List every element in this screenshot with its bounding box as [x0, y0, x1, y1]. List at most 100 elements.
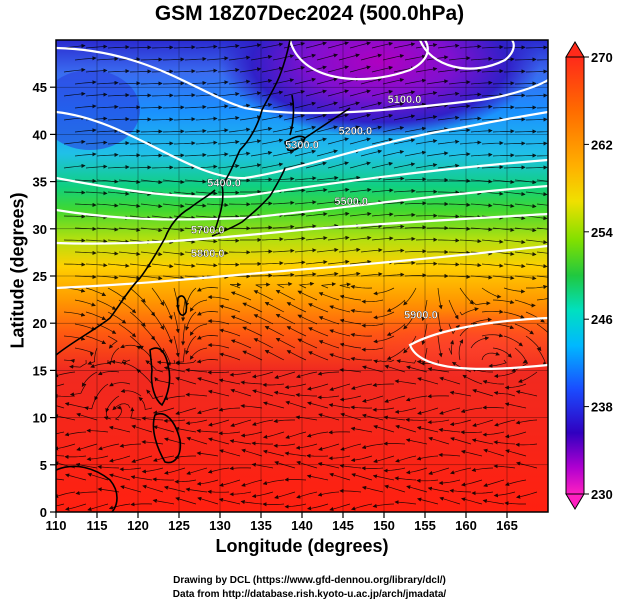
- streamline: [164, 467, 186, 475]
- streamline: [142, 484, 164, 493]
- streamline: [276, 282, 293, 289]
- contour-label: 5800.0: [191, 248, 225, 260]
- streamline: [185, 392, 208, 397]
- streamline: [360, 224, 383, 229]
- streamline: [56, 455, 65, 457]
- streamline: [459, 287, 474, 305]
- x-tick-label: 145: [332, 518, 354, 533]
- streamline: [217, 164, 240, 169]
- streamline: [229, 466, 252, 471]
- streamline: [459, 116, 482, 121]
- streamline: [470, 275, 493, 280]
- streamline: [394, 407, 417, 414]
- streamline: [393, 42, 416, 49]
- wind-streamlines: [56, 41, 548, 512]
- streamline: [460, 449, 483, 457]
- streamline: [503, 165, 526, 170]
- streamline: [131, 455, 153, 463]
- streamline: [382, 200, 405, 205]
- streamline: [305, 212, 328, 217]
- streamline: [196, 311, 219, 316]
- streamline: [448, 339, 455, 355]
- streamline: [438, 238, 460, 243]
- streamline: [384, 395, 406, 403]
- streamline: [250, 102, 273, 109]
- streamline: [349, 89, 371, 97]
- streamline: [492, 347, 512, 358]
- streamline: [514, 105, 537, 110]
- streamline: [217, 214, 240, 219]
- streamline: [460, 407, 483, 414]
- streamline: [75, 462, 98, 469]
- streamline: [482, 431, 505, 437]
- streamline: [129, 287, 146, 303]
- streamline: [189, 323, 208, 336]
- streamline: [207, 389, 230, 397]
- streamline: [327, 137, 349, 145]
- streamline: [56, 405, 65, 409]
- streamline: [217, 262, 240, 267]
- streamline: [74, 323, 96, 331]
- streamline: [184, 227, 207, 232]
- streamline: [112, 403, 131, 411]
- streamline: [272, 54, 295, 61]
- streamline: [338, 101, 360, 109]
- y-tick-label: 5: [40, 458, 47, 473]
- streamline: [305, 113, 327, 121]
- streamline: [294, 101, 317, 109]
- streamline: [393, 162, 416, 169]
- streamline: [228, 127, 251, 133]
- streamline: [207, 294, 230, 301]
- streamline: [181, 299, 186, 322]
- streamline: [318, 292, 340, 301]
- x-tick-label: 155: [414, 518, 436, 533]
- streamline: [272, 224, 295, 229]
- streamline: [261, 90, 284, 97]
- streamline: [470, 317, 492, 325]
- streamline: [482, 499, 505, 505]
- colorbar-top-arrow: [565, 41, 585, 58]
- streamline: [230, 315, 252, 325]
- streamline: [109, 382, 131, 387]
- streamline: [349, 187, 372, 193]
- streamline: [206, 56, 229, 61]
- streamline: [329, 329, 351, 337]
- streamline: [308, 327, 329, 337]
- streamline: [415, 67, 438, 73]
- streamline: [184, 104, 207, 110]
- streamline: [470, 227, 493, 232]
- streamline: [185, 368, 208, 373]
- streamline: [383, 467, 406, 473]
- streamline: [56, 431, 65, 435]
- streamline: [318, 340, 340, 349]
- streamline: [96, 104, 119, 109]
- streamline: [393, 90, 416, 97]
- streamline: [120, 485, 142, 493]
- streamline: [439, 407, 461, 415]
- streamline: [470, 336, 490, 349]
- streamline: [162, 347, 172, 366]
- streamline: [307, 401, 329, 409]
- streamline: [239, 163, 262, 169]
- streamline: [361, 466, 384, 471]
- streamline: [514, 153, 537, 158]
- streamline: [63, 262, 86, 267]
- streamline: [163, 485, 186, 493]
- streamline: [361, 413, 384, 421]
- streamline: [404, 126, 427, 133]
- streamline: [65, 503, 87, 511]
- streamline: [272, 248, 295, 253]
- streamline: [373, 455, 395, 464]
- streamline: [86, 428, 109, 433]
- streamline: [525, 117, 548, 122]
- streamline: [63, 214, 86, 219]
- streamline: [494, 419, 516, 427]
- cold-patch: [56, 70, 140, 150]
- y-tick-label: 15: [33, 363, 47, 378]
- streamline: [109, 455, 131, 463]
- streamline: [373, 335, 395, 344]
- streamline: [350, 455, 373, 463]
- streamline: [470, 179, 493, 184]
- streamline: [460, 430, 483, 435]
- streamline: [404, 78, 427, 85]
